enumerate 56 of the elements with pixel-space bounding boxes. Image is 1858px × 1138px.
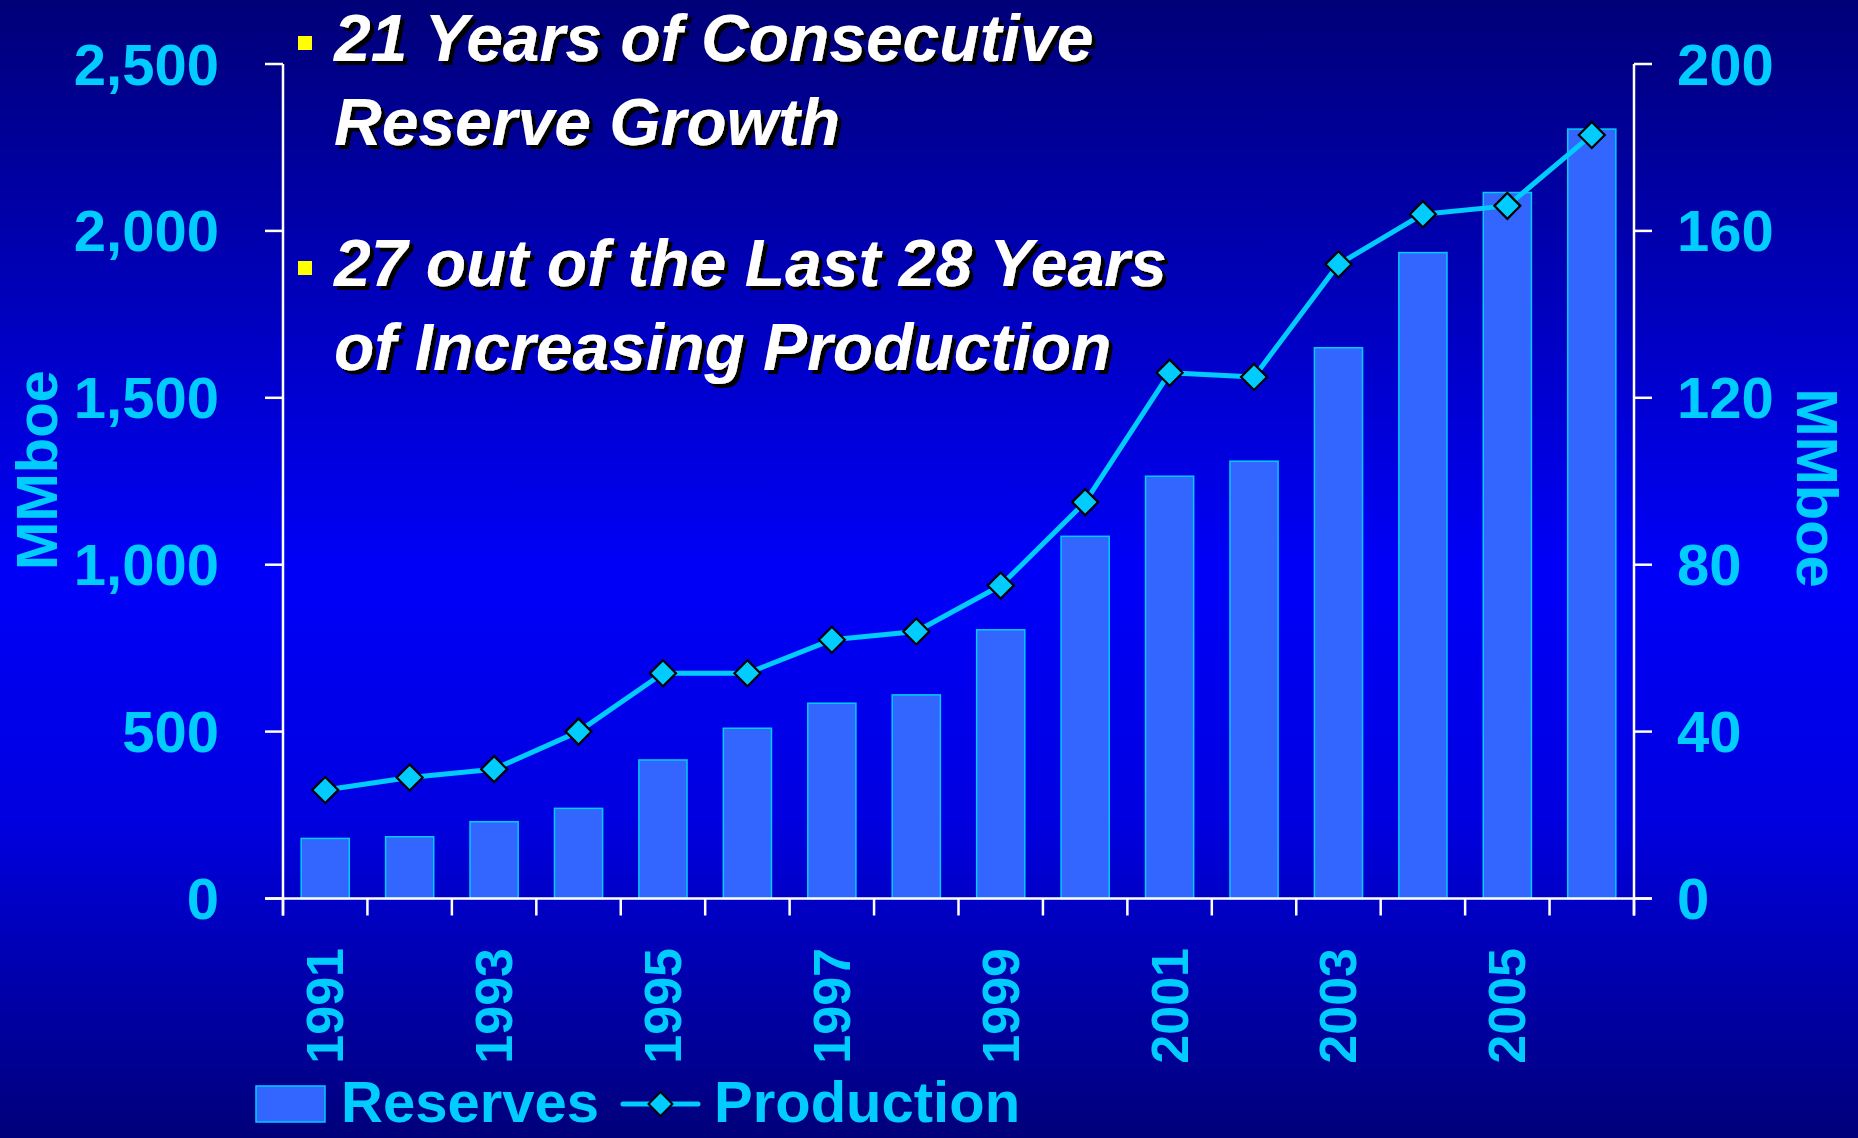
bar (384, 836, 435, 900)
y-axis-title: MMboe (3, 370, 69, 570)
bar (1060, 535, 1110, 900)
x-tick-label: 1995 (633, 948, 692, 1064)
point (1577, 120, 1606, 150)
x-tick-label: 1991 (296, 948, 355, 1064)
point (817, 625, 846, 654)
point (1324, 250, 1353, 279)
bar (975, 629, 1026, 900)
point (733, 659, 762, 688)
bar (469, 820, 519, 900)
x-tick-label: 2005 (1478, 948, 1537, 1064)
y2-tick-label: 0 (1677, 866, 1710, 931)
x-tick-label: 1997 (802, 948, 861, 1064)
point (1408, 200, 1438, 229)
bar (1398, 251, 1448, 900)
annotation: 27 out of the Last 28 Years of Increasing Production (332, 226, 1167, 384)
point (1155, 358, 1184, 387)
point (479, 755, 509, 784)
y-tick-label: 500 (122, 699, 219, 765)
legend-label: Reserves (341, 1069, 599, 1134)
point (648, 659, 678, 688)
y2-tick-label: 120 (1677, 365, 1774, 431)
y2-tick-label: 40 (1677, 699, 1742, 765)
bar (1313, 346, 1364, 900)
annotation: 21 Years of Consecutive Reserve Growth (332, 1, 1094, 159)
point (1071, 488, 1100, 517)
bar (722, 727, 773, 900)
bar (891, 694, 942, 900)
point (395, 763, 424, 792)
x-tick-label: 1993 (465, 948, 524, 1064)
x-tick-label: 2003 (1309, 948, 1368, 1064)
y2-tick-label: 80 (1677, 532, 1742, 598)
bar (1144, 475, 1195, 900)
y2-tick-label: 160 (1677, 198, 1774, 264)
y-tick-label: 0 (186, 866, 219, 931)
x-tick-label: 2001 (1140, 948, 1199, 1064)
y-tick-label: 1,000 (73, 532, 219, 598)
x-tick-label: 1999 (971, 948, 1030, 1064)
bar (553, 807, 604, 900)
bar (638, 759, 688, 900)
point (1239, 362, 1269, 392)
y2-tick-label: 200 (1677, 31, 1774, 97)
bar (300, 837, 351, 900)
point (564, 717, 593, 746)
y-tick-label: 2,000 (73, 198, 219, 264)
bar (1229, 460, 1279, 900)
y-tick-label: 2,500 (73, 31, 219, 97)
point (311, 775, 340, 805)
legend-label: Production (714, 1069, 1021, 1134)
y2-axis-title: MMboe (1785, 388, 1851, 588)
y-tick-label: 1,500 (73, 365, 219, 431)
point (902, 617, 931, 646)
point (1493, 191, 1522, 220)
point (986, 571, 1015, 600)
bar (807, 702, 857, 900)
